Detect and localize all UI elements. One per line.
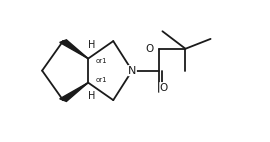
Text: H: H (87, 40, 95, 50)
Text: O: O (160, 83, 168, 93)
Text: O: O (146, 44, 154, 54)
Text: or1: or1 (96, 58, 107, 64)
Polygon shape (60, 40, 88, 59)
Polygon shape (60, 83, 88, 101)
Text: N: N (128, 66, 136, 76)
Text: H: H (87, 91, 95, 101)
Text: or1: or1 (96, 77, 107, 83)
